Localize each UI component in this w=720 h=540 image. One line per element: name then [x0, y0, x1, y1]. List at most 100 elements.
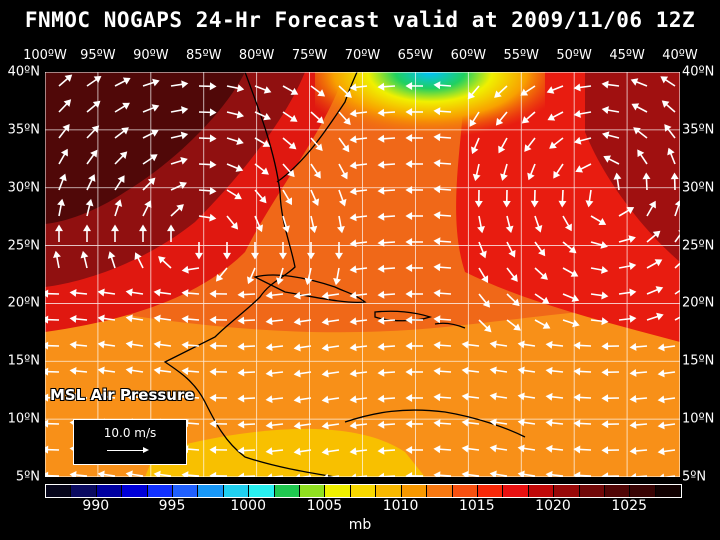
wind-vector-head: [657, 369, 665, 378]
vector-scale-label: 10.0 m/s: [103, 426, 157, 440]
wind-vector-head: [153, 340, 161, 349]
wind-vector-head: [134, 252, 142, 261]
wind-vector-head: [176, 204, 184, 212]
wind-vector-head: [573, 445, 581, 454]
wind-vector-head: [349, 135, 357, 144]
wind-vector-head: [474, 200, 483, 208]
lon-label: 50ºW: [556, 48, 592, 63]
colorbar-swatch: [604, 485, 631, 497]
wind-vector-head: [167, 224, 175, 232]
wind-vector-head: [629, 288, 637, 297]
wind-vector-head: [181, 341, 189, 350]
wind-vector-head: [377, 394, 385, 403]
wind-vector-head: [629, 446, 637, 455]
wind-vector-head: [405, 263, 413, 272]
wind-vector-head: [482, 299, 491, 308]
wind-vector-head: [337, 226, 345, 234]
wind-vector-head: [481, 275, 489, 284]
wind-vector-head: [237, 368, 245, 377]
wind-vector-head: [144, 200, 152, 209]
wind-vector-head: [553, 170, 561, 179]
wind-vector-head: [629, 394, 637, 403]
wind-vector-head: [405, 185, 413, 194]
wind-vector-head: [343, 117, 351, 126]
wind-vector-head: [263, 86, 272, 94]
wind-vector-head: [209, 419, 217, 428]
wind-vector-head: [114, 199, 123, 207]
wind-vector-head: [405, 81, 413, 90]
wind-vector-head: [471, 146, 479, 155]
wind-vector-head: [652, 230, 661, 239]
wind-vector-head: [629, 420, 637, 429]
wind-vector-head: [69, 392, 77, 401]
wind-vector-head: [545, 366, 553, 375]
wind-vector-head: [181, 289, 189, 298]
colorbar-swatch: [96, 485, 123, 497]
lon-label: 100ºW: [23, 48, 67, 63]
wind-vector-head: [181, 315, 189, 324]
wind-vector-head: [181, 265, 189, 274]
wind-vector-head: [215, 273, 224, 282]
wind-vector-head: [546, 86, 555, 94]
wind-vector-head: [500, 173, 508, 181]
wind-vector-head: [601, 80, 609, 89]
wind-vector-head: [568, 245, 577, 254]
wind-vector-head: [153, 470, 161, 477]
lon-label: 60ºW: [450, 48, 487, 63]
wind-vector-head: [125, 470, 133, 477]
wind-vector-head: [181, 106, 189, 114]
wind-vector-head: [489, 366, 497, 375]
wind-vector-head: [630, 78, 639, 86]
wind-vector-head: [209, 213, 217, 222]
colorbar-label: 1000: [230, 498, 267, 514]
wind-vector-head: [282, 225, 290, 233]
colorbar-swatch: [554, 485, 580, 497]
wind-vector-head: [601, 106, 609, 115]
wind-vector-head: [626, 207, 635, 214]
wind-vector-head: [433, 159, 441, 168]
wind-vector-head: [433, 185, 441, 194]
lat-label-right: 5ºN: [682, 469, 707, 485]
wind-vector-head: [237, 394, 245, 403]
wind-vector-head: [349, 421, 357, 430]
wind-vector-head: [521, 116, 530, 124]
wind-vector-head: [57, 198, 65, 207]
wind-vector-head: [69, 340, 77, 349]
wind-vector-head: [489, 444, 497, 453]
wind-vector-head: [349, 187, 357, 196]
coastlines: [163, 72, 526, 477]
wind-vector-head: [265, 447, 273, 456]
wind-vector-head: [69, 470, 77, 477]
wind-vector-head: [660, 76, 669, 84]
wind-vector-head: [572, 319, 580, 328]
wind-vector-head: [209, 134, 217, 143]
wind-vector-head: [97, 288, 105, 297]
lon-label: 40ºW: [662, 48, 698, 63]
wind-vector-head: [285, 197, 292, 206]
wind-vector-head: [377, 186, 385, 195]
wind-vector-head: [534, 225, 543, 233]
wind-vector-head: [541, 296, 550, 304]
pressure-map: [45, 72, 680, 477]
wind-vector-head: [209, 186, 217, 195]
wind-vector-head: [97, 340, 105, 349]
lon-label: 95ºW: [80, 48, 116, 63]
colorbar-swatch: [122, 485, 148, 497]
lon-label: 45ºW: [609, 48, 645, 63]
lat-label-left: 10ºN: [7, 411, 40, 427]
wind-vector-head: [505, 225, 514, 234]
map-layer-label: MSL Air Pressure: [50, 386, 195, 404]
wind-vector-head: [405, 315, 413, 324]
lon-label: 70ºW: [344, 48, 381, 63]
wind-vector-head: [405, 211, 413, 220]
wind-vector-head: [545, 444, 553, 453]
wind-vector-head: [405, 237, 413, 246]
wind-vector-head: [181, 80, 189, 89]
wind-vector-head: [261, 167, 269, 175]
wind-vector-head: [433, 315, 441, 324]
wind-vector-head: [489, 470, 497, 477]
wind-vector-head: [530, 200, 539, 208]
wind-vector-head: [629, 342, 637, 351]
wind-vector-head: [349, 265, 357, 274]
wind-vector-head: [237, 342, 245, 351]
